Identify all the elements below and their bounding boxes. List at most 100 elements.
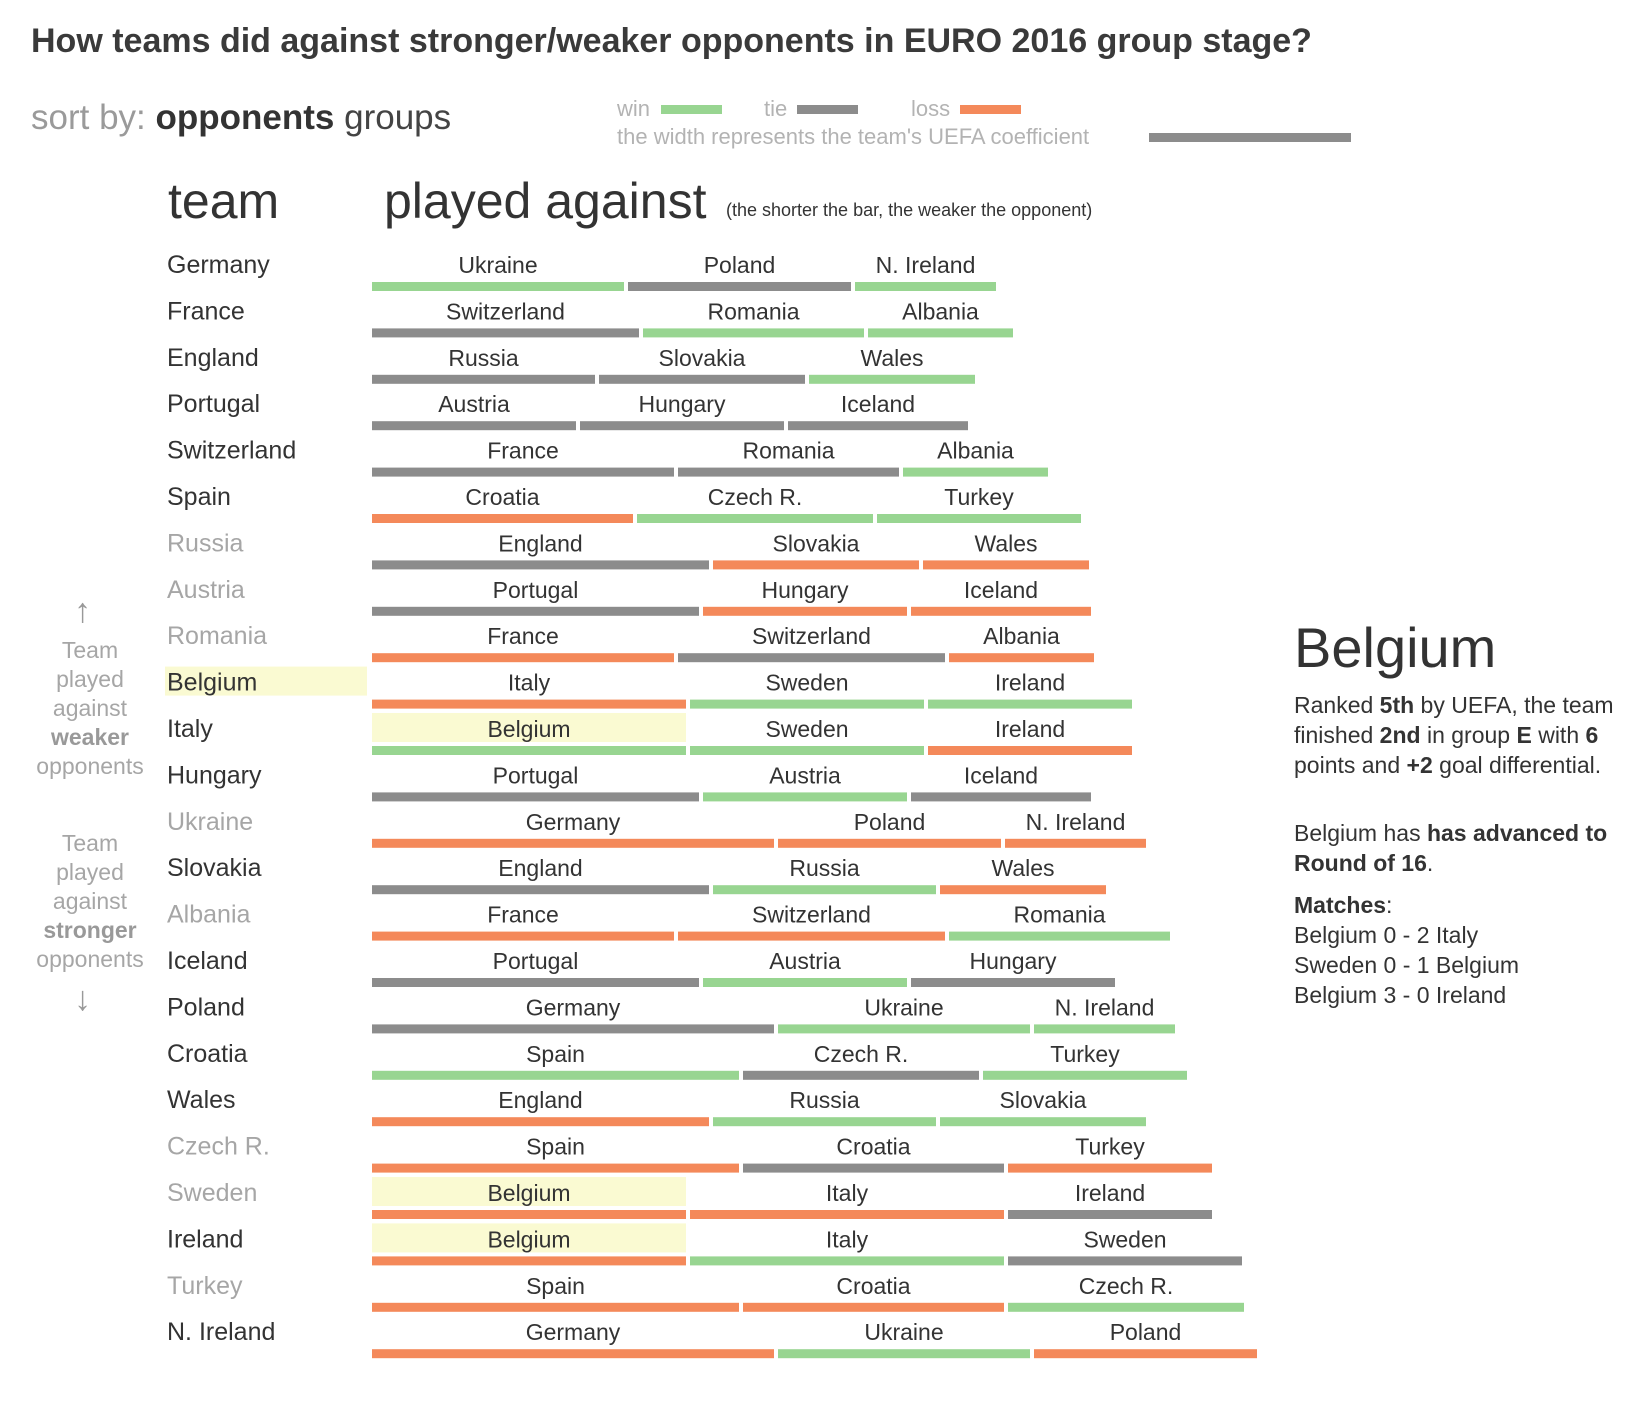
result-bar-win[interactable] [1034, 1024, 1175, 1034]
team-row[interactable]: Wales England Russia Slovakia [167, 1086, 1146, 1127]
result-bar-tie[interactable] [628, 282, 851, 291]
result-bar-tie[interactable] [372, 1024, 774, 1034]
result-bar-loss[interactable] [372, 699, 686, 709]
team-label[interactable]: Turkey [167, 1272, 243, 1300]
team-row[interactable]: Ireland Belgium Italy Sweden [167, 1223, 1242, 1266]
team-label[interactable]: Wales [167, 1086, 236, 1114]
result-bar-loss[interactable] [372, 1302, 739, 1312]
result-bar-win[interactable] [983, 1070, 1187, 1080]
result-bar-loss[interactable] [372, 653, 674, 663]
team-label[interactable]: Croatia [167, 1040, 248, 1068]
result-bar-tie[interactable] [743, 1163, 1004, 1173]
result-bar-loss[interactable] [940, 885, 1106, 895]
sort-option-groups[interactable]: groups [344, 98, 452, 137]
result-bar-tie[interactable] [372, 374, 595, 384]
result-bar-loss[interactable] [372, 1349, 774, 1359]
result-bar-loss[interactable] [678, 931, 945, 941]
team-label[interactable]: Czech R. [167, 1133, 270, 1161]
team-label[interactable]: Slovakia [167, 854, 262, 882]
result-bar-tie[interactable] [1008, 1210, 1212, 1219]
team-row[interactable]: France Switzerland Romania Albania [167, 297, 1013, 338]
result-bar-tie[interactable] [678, 653, 945, 663]
result-bar-win[interactable] [690, 699, 924, 709]
result-bar-tie[interactable] [743, 1070, 979, 1080]
result-bar-loss[interactable] [372, 931, 674, 941]
result-bar-win[interactable] [778, 1024, 1030, 1034]
team-row[interactable]: Romania France Switzerland Albania [167, 622, 1094, 663]
result-bar-loss[interactable] [1008, 1163, 1212, 1173]
team-row[interactable]: Switzerland France Romania Albania [167, 437, 1048, 477]
result-bar-loss[interactable] [743, 1302, 1004, 1312]
team-label[interactable]: Hungary [167, 761, 262, 789]
result-bar-win[interactable] [868, 328, 1013, 338]
result-bar-loss[interactable] [703, 606, 907, 616]
result-bar-win[interactable] [713, 885, 936, 895]
team-label[interactable]: Portugal [167, 390, 260, 418]
result-bar-win[interactable] [372, 1070, 739, 1080]
team-row[interactable]: N. Ireland Germany Ukraine Poland [167, 1318, 1257, 1359]
result-bar-win[interactable] [703, 978, 907, 987]
result-bar-win[interactable] [949, 931, 1170, 941]
team-label[interactable]: Iceland [167, 947, 248, 975]
result-bar-win[interactable] [778, 1349, 1030, 1359]
result-bar-win[interactable] [372, 746, 686, 755]
result-bar-loss[interactable] [713, 560, 919, 570]
team-row[interactable]: Spain Croatia Czech R. Turkey [167, 483, 1081, 523]
result-bar-loss[interactable] [372, 1117, 709, 1127]
team-label[interactable]: Poland [167, 993, 245, 1021]
team-label[interactable]: Spain [167, 483, 231, 511]
result-bar-win[interactable] [690, 1256, 1004, 1266]
result-bar-win[interactable] [928, 699, 1132, 709]
result-bar-win[interactable] [855, 282, 996, 291]
team-row[interactable]: Iceland Portugal Austria Hungary [167, 947, 1115, 987]
result-bar-tie[interactable] [599, 374, 805, 384]
result-bar-tie[interactable] [372, 421, 576, 431]
result-bar-tie[interactable] [372, 560, 709, 570]
team-label[interactable]: Austria [167, 576, 245, 604]
result-bar-loss[interactable] [923, 560, 1089, 570]
result-bar-win[interactable] [903, 467, 1048, 477]
result-bar-loss[interactable] [372, 838, 774, 848]
result-bar-tie[interactable] [911, 978, 1115, 987]
result-bar-tie[interactable] [580, 421, 784, 431]
team-label[interactable]: France [167, 297, 245, 325]
result-bar-loss[interactable] [372, 514, 633, 523]
team-label[interactable]: Germany [167, 251, 270, 279]
result-bar-win[interactable] [703, 792, 907, 802]
team-row[interactable]: Slovakia England Russia Wales [167, 854, 1106, 895]
result-bar-loss[interactable] [778, 838, 1001, 848]
result-bar-loss[interactable] [372, 1163, 739, 1173]
team-row[interactable]: Ukraine Germany Poland N. Ireland [167, 808, 1146, 848]
result-bar-tie[interactable] [911, 792, 1091, 802]
team-row[interactable]: Turkey Spain Croatia Czech R. [167, 1272, 1244, 1312]
team-row[interactable]: Portugal Austria Hungary Iceland [167, 390, 968, 431]
team-label[interactable]: Albania [167, 901, 250, 929]
result-bar-tie[interactable] [372, 328, 639, 338]
result-bar-loss[interactable] [1034, 1349, 1257, 1359]
sort-option-opponents[interactable]: opponents [155, 98, 335, 137]
team-label[interactable]: Switzerland [167, 437, 296, 465]
team-row[interactable]: Austria Portugal Hungary Iceland [167, 576, 1091, 616]
result-bar-loss[interactable] [949, 653, 1094, 663]
result-bar-tie[interactable] [372, 885, 709, 895]
team-row[interactable]: England Russia Slovakia Wales [167, 344, 975, 384]
result-bar-win[interactable] [940, 1117, 1146, 1127]
result-bar-loss[interactable] [372, 1210, 686, 1219]
team-row[interactable]: Germany Ukraine Poland N. Ireland [167, 251, 996, 291]
result-bar-win[interactable] [372, 282, 624, 291]
team-label[interactable]: N. Ireland [167, 1318, 275, 1346]
team-label[interactable]: Ireland [167, 1225, 243, 1253]
result-bar-loss[interactable] [690, 1210, 1004, 1219]
team-row[interactable]: Czech R. Spain Croatia Turkey [167, 1133, 1212, 1173]
team-row[interactable]: Hungary Portugal Austria Iceland [167, 761, 1091, 802]
result-bar-tie[interactable] [372, 792, 699, 802]
result-bar-loss[interactable] [372, 1256, 686, 1266]
team-row[interactable]: Poland Germany Ukraine N. Ireland [167, 993, 1175, 1034]
result-bar-tie[interactable] [372, 978, 699, 987]
result-bar-tie[interactable] [788, 421, 968, 431]
team-label[interactable]: Sweden [167, 1179, 257, 1207]
team-label[interactable]: Romania [167, 622, 267, 650]
result-bar-loss[interactable] [1005, 838, 1146, 848]
result-bar-win[interactable] [809, 374, 975, 384]
result-bar-win[interactable] [637, 514, 873, 523]
